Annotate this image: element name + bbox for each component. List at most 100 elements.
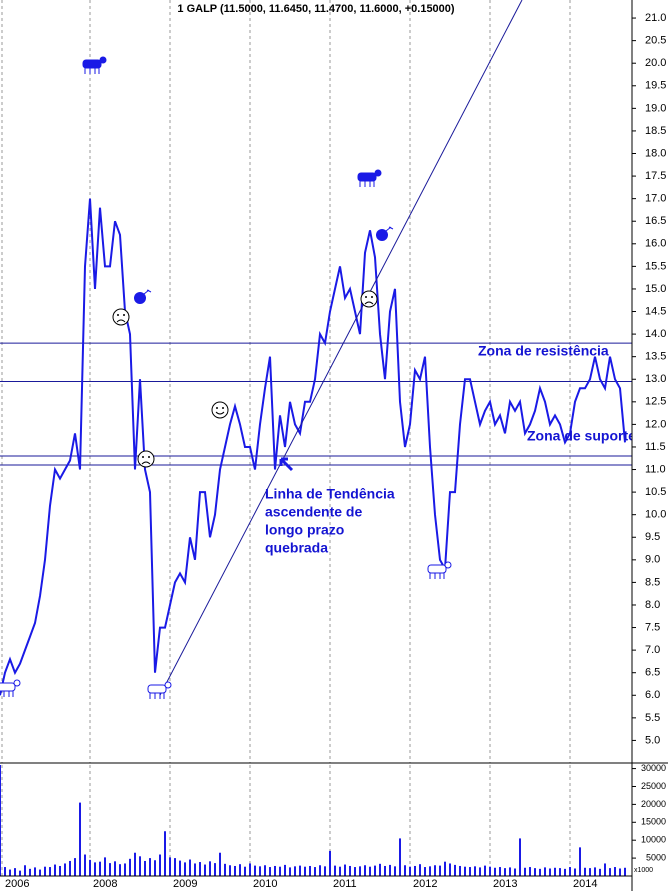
bomb-icon: [376, 229, 388, 241]
volume-bar: [619, 868, 621, 876]
volume-bar: [179, 860, 181, 876]
volume-bar: [134, 852, 136, 876]
bomb-fuse: [143, 289, 152, 295]
volume-bar: [159, 854, 161, 876]
volume-bar: [164, 831, 166, 876]
y-tick-label: 19.0: [645, 102, 666, 114]
volume-bar: [494, 867, 496, 876]
volume-bar: [564, 868, 566, 876]
x-tick-label: 2013: [493, 878, 517, 890]
trend-line: [159, 0, 523, 696]
volume-bar: [104, 857, 106, 876]
y-tick-label: 7.0: [645, 644, 660, 656]
volume-bar: [419, 864, 421, 876]
volume-bar: [259, 866, 261, 876]
bull-icon: [427, 561, 452, 579]
price-panel: Linha de Tendência ascendente de longo pra…: [0, 0, 632, 763]
volume-bar: [124, 863, 126, 876]
volume-bar: [489, 866, 491, 876]
volume-bar: [79, 802, 81, 876]
y-tick-label: 18.5: [645, 125, 666, 137]
volume-bar: [204, 864, 206, 876]
y-tick-label: 20.0: [645, 57, 666, 69]
volume-bar: [304, 866, 306, 876]
volume-bar: [74, 858, 76, 876]
icon-eye: [148, 456, 150, 458]
y-tick-label: 14.5: [645, 305, 666, 317]
icon-head: [444, 561, 452, 569]
y-tick-label: 5000: [646, 852, 666, 862]
volume-bar: [114, 861, 116, 876]
volume-bar: [24, 865, 26, 876]
y-tick-label: 16.0: [645, 238, 666, 250]
volume-bar: [269, 867, 271, 876]
bear-icon: [82, 56, 107, 74]
icon-body: [82, 59, 102, 69]
volume-bar: [154, 860, 156, 876]
icon-body: [427, 564, 447, 574]
volume-bar: [354, 867, 356, 876]
volume-bar: [379, 863, 381, 876]
unit-label: x1000: [634, 867, 653, 874]
volume-bar: [624, 867, 626, 876]
volume-panel: [0, 765, 626, 876]
volume-bar: [69, 860, 71, 876]
y-tick-label: 17.5: [645, 170, 666, 182]
y-tick-label: 19.5: [645, 80, 666, 92]
icon-legs: [429, 573, 445, 579]
volume-bar: [39, 869, 41, 876]
volume-bar: [149, 858, 151, 876]
bomb-icon: [134, 292, 146, 304]
volume-bar: [484, 865, 486, 876]
volume-bar: [14, 868, 16, 876]
icon-legs: [149, 693, 165, 699]
volume-bar: [339, 866, 341, 876]
volume-bar: [604, 863, 606, 876]
icon-eye: [123, 314, 125, 316]
volume-bar: [299, 865, 301, 876]
icon-mouth: [215, 411, 225, 415]
volume-bar: [389, 864, 391, 876]
volume-bar: [284, 864, 286, 876]
icon-eye: [142, 456, 144, 458]
y-tick-label: 5.0: [645, 734, 660, 746]
volume-bar: [529, 867, 531, 876]
volume-bar: [249, 863, 251, 876]
x-tick-label: 2009: [173, 878, 197, 890]
icon-eye: [222, 407, 224, 409]
volume-bar: [64, 863, 66, 876]
icon-eye: [365, 296, 367, 298]
volume-bar: [579, 847, 581, 876]
volume-bar: [224, 863, 226, 876]
volume-bar: [309, 865, 311, 876]
volume-bar: [554, 867, 556, 876]
volume-bar: [569, 867, 571, 876]
volume-bar: [609, 868, 611, 876]
volume-bar: [424, 867, 426, 876]
volume-bar: [209, 861, 211, 876]
volume-bar: [324, 866, 326, 876]
volume-bar: [239, 864, 241, 876]
volume-bar: [364, 865, 366, 876]
y-tick-label: 25000: [641, 781, 666, 791]
icon-face: [112, 308, 130, 326]
volume-bar: [99, 861, 101, 876]
volume-bar: [519, 838, 521, 876]
volume-bar: [314, 867, 316, 876]
volume-bar: [589, 868, 591, 876]
volume-bar: [184, 862, 186, 876]
volume-bar: [614, 867, 616, 876]
volume-bar: [464, 866, 466, 876]
volume-bar: [404, 865, 406, 876]
y-tick-label: 20.5: [645, 35, 666, 47]
volume-bar: [394, 866, 396, 876]
volume-bar: [319, 865, 321, 876]
y-tick-label: 15000: [641, 817, 666, 827]
volume-bar: [244, 866, 246, 876]
volume-bar: [34, 867, 36, 876]
icon-legs: [84, 68, 100, 74]
volume-bar: [174, 858, 176, 876]
sentiment-icon: [112, 308, 130, 326]
volume-bar: [599, 868, 601, 876]
y-tick-label: 11.0: [645, 463, 666, 475]
